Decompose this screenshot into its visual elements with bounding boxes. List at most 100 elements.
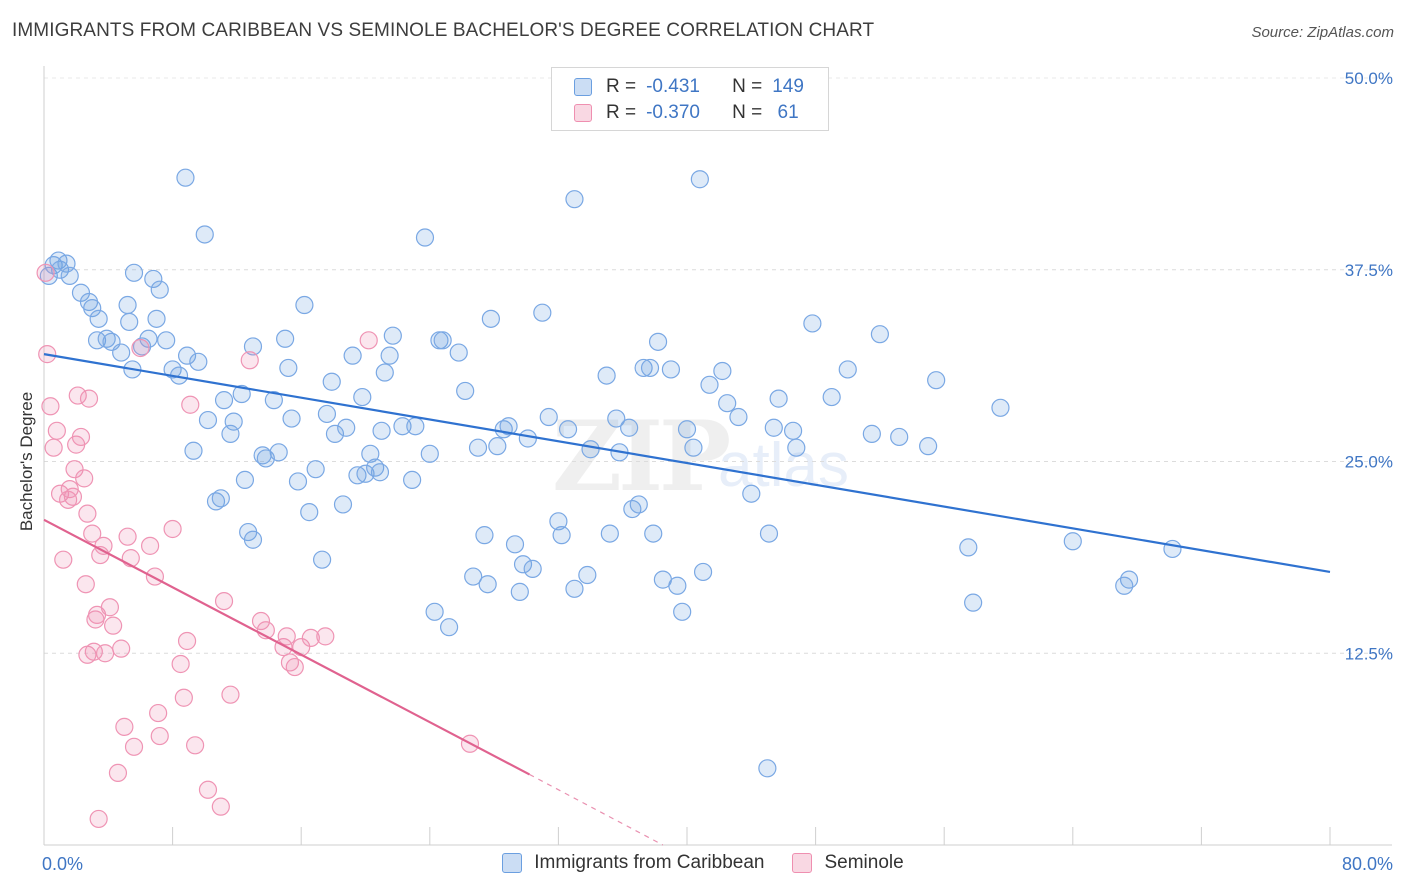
data-point: [468, 438, 488, 457]
data-point: [783, 421, 803, 440]
data-point: [406, 417, 425, 436]
data-point: [533, 303, 552, 322]
data-point: [312, 550, 332, 569]
data-point: [112, 639, 131, 658]
y-tick-label: 50.0%: [1345, 69, 1393, 88]
data-point: [1119, 570, 1139, 589]
data-point: [539, 407, 558, 427]
data-point: [634, 358, 653, 378]
data-point: [690, 170, 709, 189]
data-point: [140, 536, 160, 555]
data-point: [648, 332, 668, 351]
data-point: [147, 309, 166, 328]
legend-row-caribbean: R = -0.431 N = 149: [574, 75, 804, 99]
y-tick-label: 37.5%: [1345, 261, 1393, 280]
data-point: [282, 409, 301, 428]
data-point: [171, 654, 190, 674]
data-point: [449, 343, 468, 362]
data-point: [481, 309, 500, 328]
trend-line: [43, 353, 1331, 574]
legend-r-value: -0.370: [646, 102, 700, 123]
series-caribbean: [39, 168, 1182, 778]
data-point: [71, 427, 91, 447]
data-point: [456, 381, 475, 401]
data-point: [764, 418, 783, 437]
data-point: [276, 329, 295, 348]
data-point: [991, 398, 1010, 417]
data-point: [565, 190, 584, 209]
data-point: [65, 460, 84, 479]
data-point: [240, 351, 259, 370]
source-credit: Source: ZipAtlas.com: [1251, 24, 1394, 41]
data-point: [959, 538, 978, 557]
trend-line: [43, 518, 530, 776]
data-point: [713, 361, 732, 381]
y-axis-label: Bachelor's Degree: [17, 392, 36, 531]
data-point: [510, 582, 529, 601]
data-point: [322, 372, 341, 391]
data-point: [131, 338, 150, 358]
data-point: [380, 346, 399, 365]
data-point: [523, 559, 542, 578]
data-point: [221, 424, 240, 443]
data-point: [769, 389, 788, 408]
data-point: [150, 280, 169, 299]
data-point: [184, 441, 203, 460]
pink-swatch-icon: [574, 104, 592, 122]
data-point: [513, 555, 533, 574]
data-point: [759, 524, 779, 543]
data-point: [75, 469, 94, 488]
data-point: [1063, 532, 1082, 551]
data-point: [552, 526, 571, 545]
data-point: [264, 391, 283, 410]
data-point: [558, 420, 578, 439]
data-point: [243, 530, 263, 549]
data-point: [177, 631, 197, 651]
data-point: [83, 524, 102, 543]
data-point: [439, 618, 459, 637]
data-point: [44, 438, 63, 457]
data-point: [475, 526, 494, 545]
data-point: [673, 602, 692, 621]
data-point: [718, 394, 737, 413]
data-point: [803, 314, 822, 333]
data-point: [251, 611, 271, 631]
blue-swatch-icon: [502, 853, 523, 873]
data-point: [393, 417, 412, 436]
data-point: [144, 269, 163, 289]
data-point: [549, 512, 568, 531]
legend-n-label: N =: [732, 102, 763, 123]
data-point: [195, 225, 214, 244]
legend-item-label: Seminole: [824, 852, 904, 873]
data-point: [198, 410, 218, 430]
data-point: [620, 418, 639, 437]
data-point: [700, 375, 719, 394]
data-point: [403, 470, 422, 490]
data-point: [623, 499, 642, 519]
data-point: [361, 444, 380, 463]
data-point: [684, 438, 703, 457]
data-point: [597, 366, 616, 385]
watermark-atlas: atlas: [718, 431, 849, 500]
data-point: [375, 363, 394, 382]
data-point: [211, 797, 230, 816]
pink-swatch-icon: [792, 853, 813, 873]
legend-n-label: N =: [732, 76, 763, 97]
data-point: [1115, 576, 1134, 595]
trend-line-extension: [529, 773, 664, 846]
data-point: [104, 616, 123, 635]
data-point: [822, 387, 841, 407]
data-point: [47, 421, 66, 440]
data-point: [36, 263, 55, 282]
legend-n-value: 61: [772, 102, 799, 123]
data-point: [279, 358, 298, 378]
data-point: [518, 429, 537, 448]
data-point: [565, 579, 584, 598]
data-point: [211, 489, 230, 508]
x-tick-label: 80.0%: [1342, 854, 1393, 874]
data-point: [63, 487, 83, 506]
data-point: [677, 420, 697, 439]
data-point: [301, 628, 320, 648]
legend-item-caribbean: Immigrants from Caribbean: [502, 852, 764, 874]
data-point: [174, 688, 193, 707]
